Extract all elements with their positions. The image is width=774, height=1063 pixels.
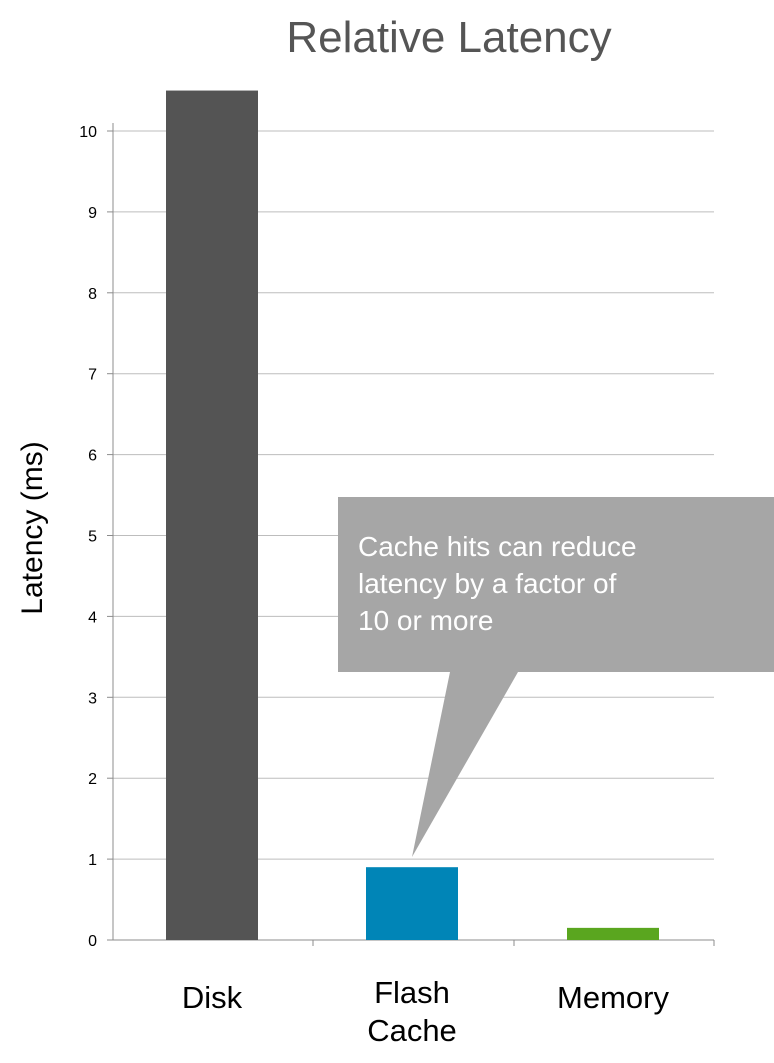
bar-memory bbox=[567, 927, 659, 940]
y-tick-label-1: 1 bbox=[88, 852, 97, 869]
category-label-memory: Memory bbox=[557, 980, 669, 1015]
y-tick-label-0: 0 bbox=[88, 933, 97, 950]
callout-bubble bbox=[338, 497, 774, 857]
y-tick-label-3: 3 bbox=[88, 690, 97, 707]
y-tick-label-6: 6 bbox=[88, 448, 97, 465]
callout-text: Cache hits can reduce latency by a factor… bbox=[358, 531, 637, 636]
bars bbox=[166, 90, 659, 941]
y-tick-labels: 0 1 2 3 4 5 6 7 8 9 10 bbox=[79, 124, 97, 950]
y-tick-label-5: 5 bbox=[88, 529, 97, 546]
y-tick-label-9: 9 bbox=[88, 205, 97, 222]
callout-annotation: Cache hits can reduce latency by a factor… bbox=[338, 497, 774, 857]
bar-flash-cache bbox=[366, 867, 458, 940]
category-label-disk: Disk bbox=[182, 980, 243, 1015]
y-tick-label-10: 10 bbox=[79, 124, 97, 141]
category-label-flash-cache: Flash Cache bbox=[367, 975, 457, 1048]
y-tick-label-4: 4 bbox=[88, 609, 97, 626]
y-axis-label: Latency (ms) bbox=[16, 441, 49, 614]
category-labels: Disk Flash Cache Memory bbox=[182, 975, 670, 1048]
bar-disk bbox=[166, 90, 258, 941]
y-tick-label-2: 2 bbox=[88, 771, 97, 788]
y-tick-label-7: 7 bbox=[88, 367, 97, 384]
chart-title: Relative Latency bbox=[286, 13, 611, 62]
y-tick-label-8: 8 bbox=[88, 286, 97, 303]
